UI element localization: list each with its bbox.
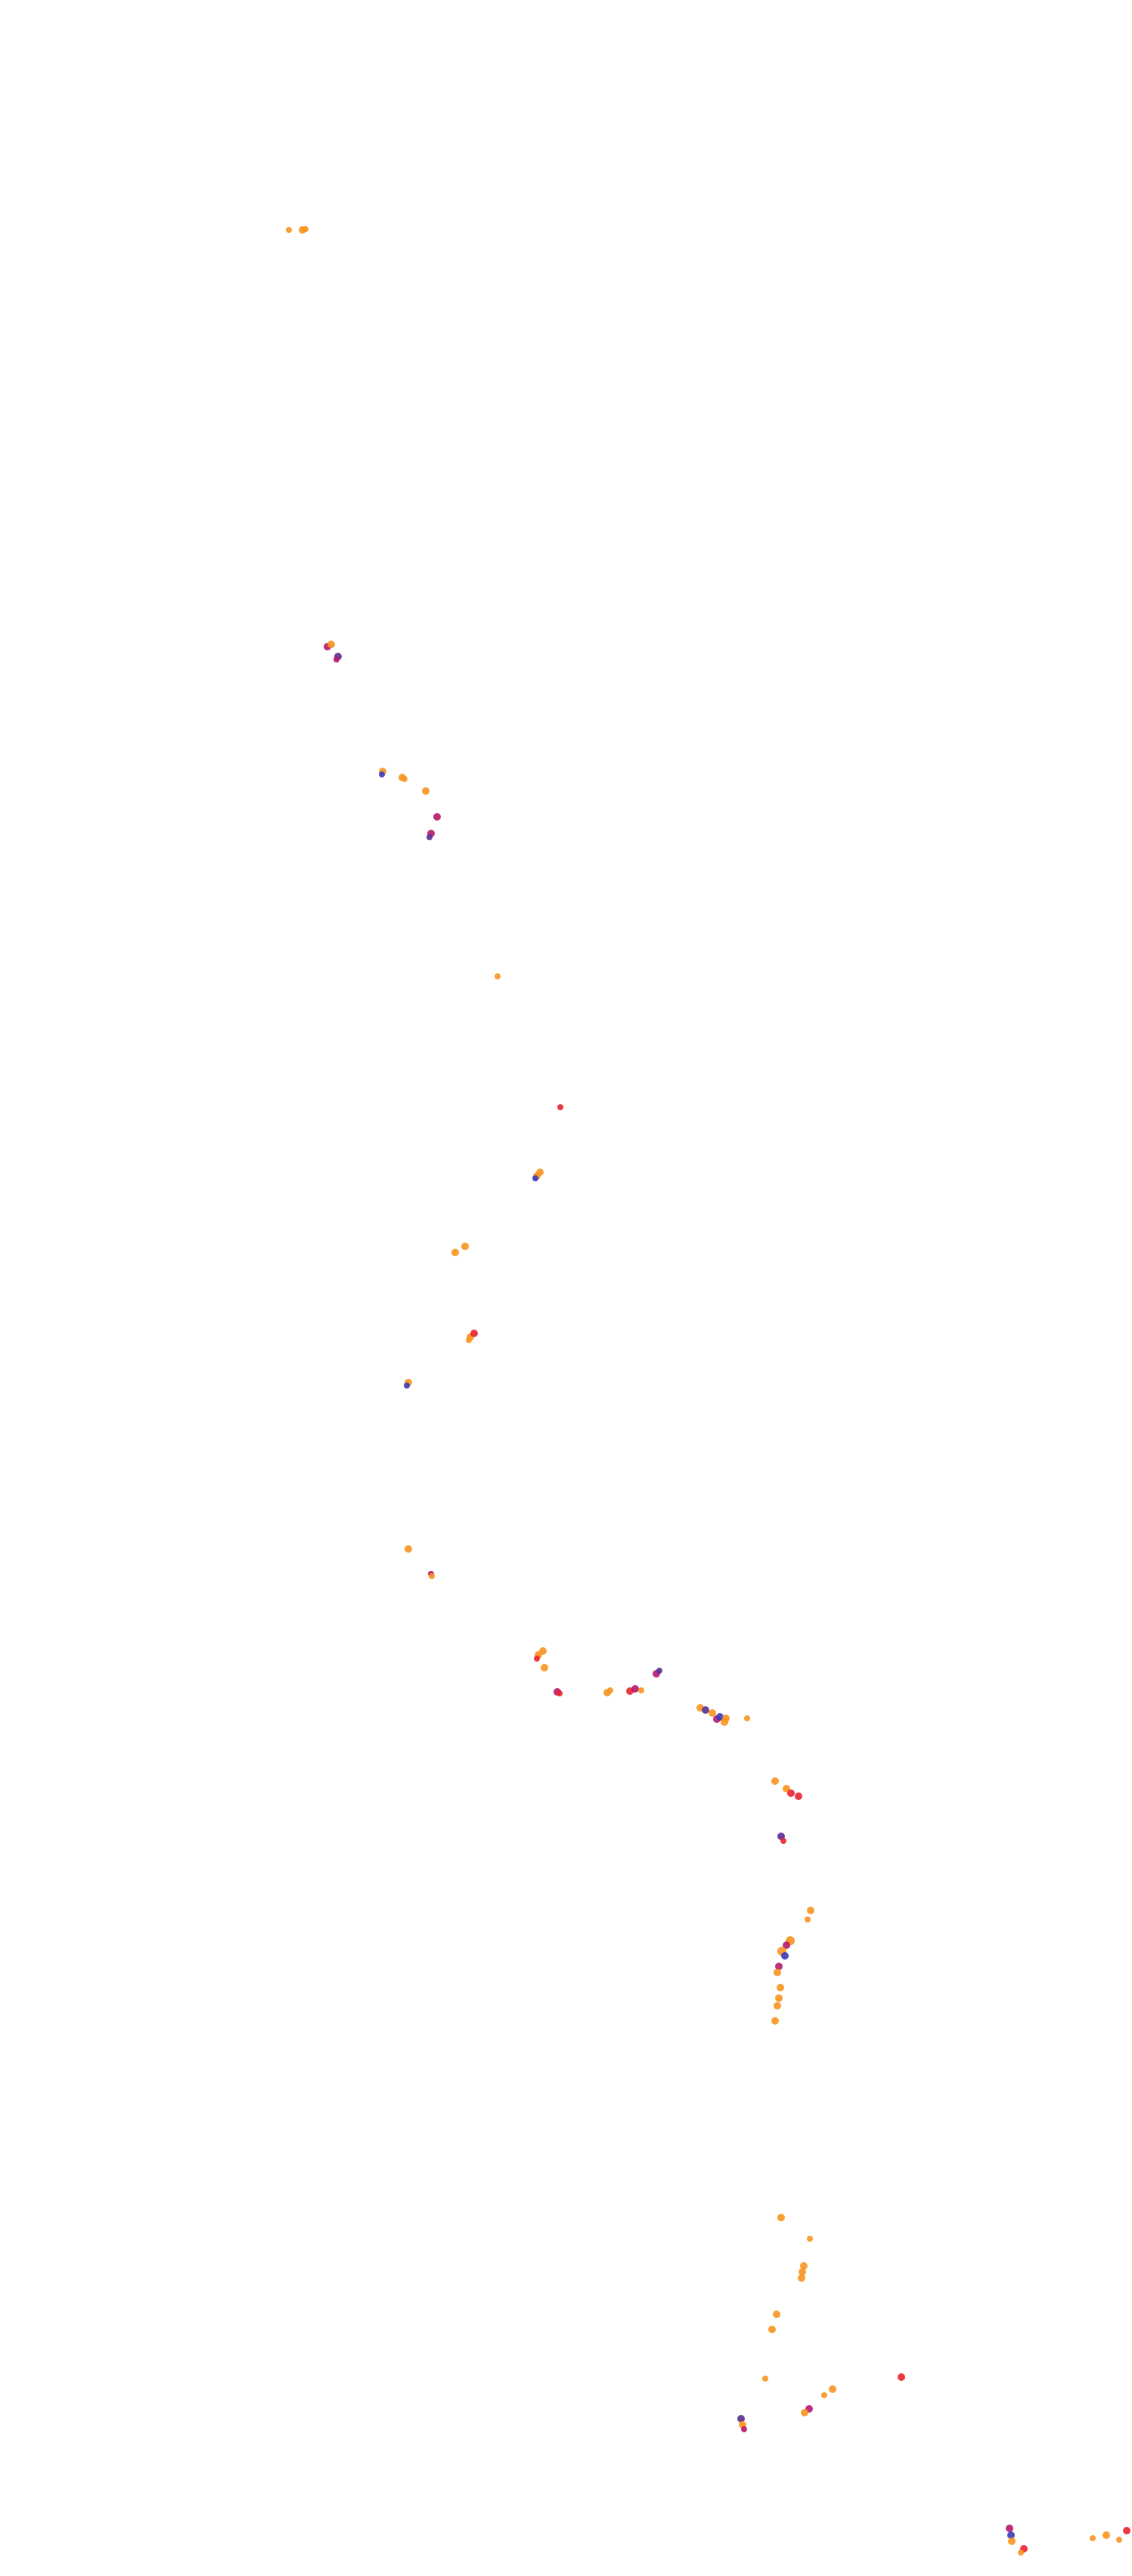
map-dot [466, 1337, 472, 1343]
map-dot [534, 1656, 540, 1662]
map-dot [429, 1573, 435, 1579]
map-dot [821, 2392, 827, 2398]
map-dot [781, 1952, 789, 1960]
map-dot [898, 2373, 905, 2381]
map-dot [722, 1715, 730, 1722]
map-dot [1103, 2531, 1110, 2539]
map-dot [433, 813, 441, 821]
map-dot [557, 1104, 563, 1110]
map-dot [1008, 2537, 1016, 2545]
map-dot [607, 1687, 613, 1693]
map-dot [404, 1383, 410, 1389]
map-dot [631, 1685, 639, 1693]
map-dot [536, 1169, 544, 1176]
map-dot [777, 2214, 785, 2221]
dot-layer [286, 226, 1130, 2556]
map-dot [461, 1243, 469, 1250]
map-dot [656, 1668, 662, 1674]
map-dot [780, 1838, 786, 1844]
map-dot [798, 2274, 805, 2282]
map-dot [807, 2236, 813, 2242]
map-dot [379, 771, 385, 777]
map-dot [807, 1907, 814, 1914]
map-dot [1116, 2537, 1122, 2543]
map-dot [741, 2426, 747, 2432]
map-dot [426, 834, 433, 840]
map-dot [422, 787, 430, 795]
map-dot [541, 1664, 548, 1671]
map-dot [801, 2409, 808, 2416]
map-dot [1006, 2525, 1013, 2532]
map-dot [716, 1713, 724, 1721]
map-dot [799, 2268, 806, 2276]
map-dot [402, 776, 408, 782]
map-dot [783, 1941, 790, 1949]
map-dot [532, 1175, 538, 1181]
map-dot [805, 1916, 811, 1923]
map-dot [787, 1789, 795, 1797]
map-dot [800, 2262, 808, 2270]
map-dot [495, 973, 501, 979]
map-dot [702, 1706, 709, 1714]
map-dot [775, 1994, 783, 2002]
map-dot [771, 2017, 779, 2025]
map-dot [286, 227, 292, 233]
map-dot [795, 1792, 802, 1800]
map-dot [333, 656, 340, 663]
map-dot [737, 2415, 745, 2422]
map-dot [762, 2376, 768, 2382]
map-dot [775, 1963, 783, 1970]
map-dot [470, 1330, 478, 1337]
map-dot [539, 1647, 547, 1655]
map-dot [557, 1690, 563, 1696]
map-dot [774, 2002, 781, 2010]
map-dot [829, 2385, 836, 2393]
map-dot [405, 1545, 412, 1553]
map-dot [1123, 2527, 1130, 2534]
map-dot [771, 1777, 779, 1785]
map-dot [302, 226, 309, 232]
map-dot [1018, 2550, 1024, 2556]
map-dot [327, 641, 335, 648]
map-dot [768, 2326, 776, 2333]
map-dot [709, 1709, 716, 1717]
map-dot [638, 1687, 644, 1693]
map-dot [451, 1249, 459, 1256]
map-dot [1007, 2531, 1015, 2539]
map-dot [774, 1969, 781, 1976]
map-dot [777, 1984, 784, 1991]
map-dot [1090, 2535, 1096, 2541]
map-dot [773, 2311, 780, 2318]
map-dot [744, 1715, 750, 1721]
